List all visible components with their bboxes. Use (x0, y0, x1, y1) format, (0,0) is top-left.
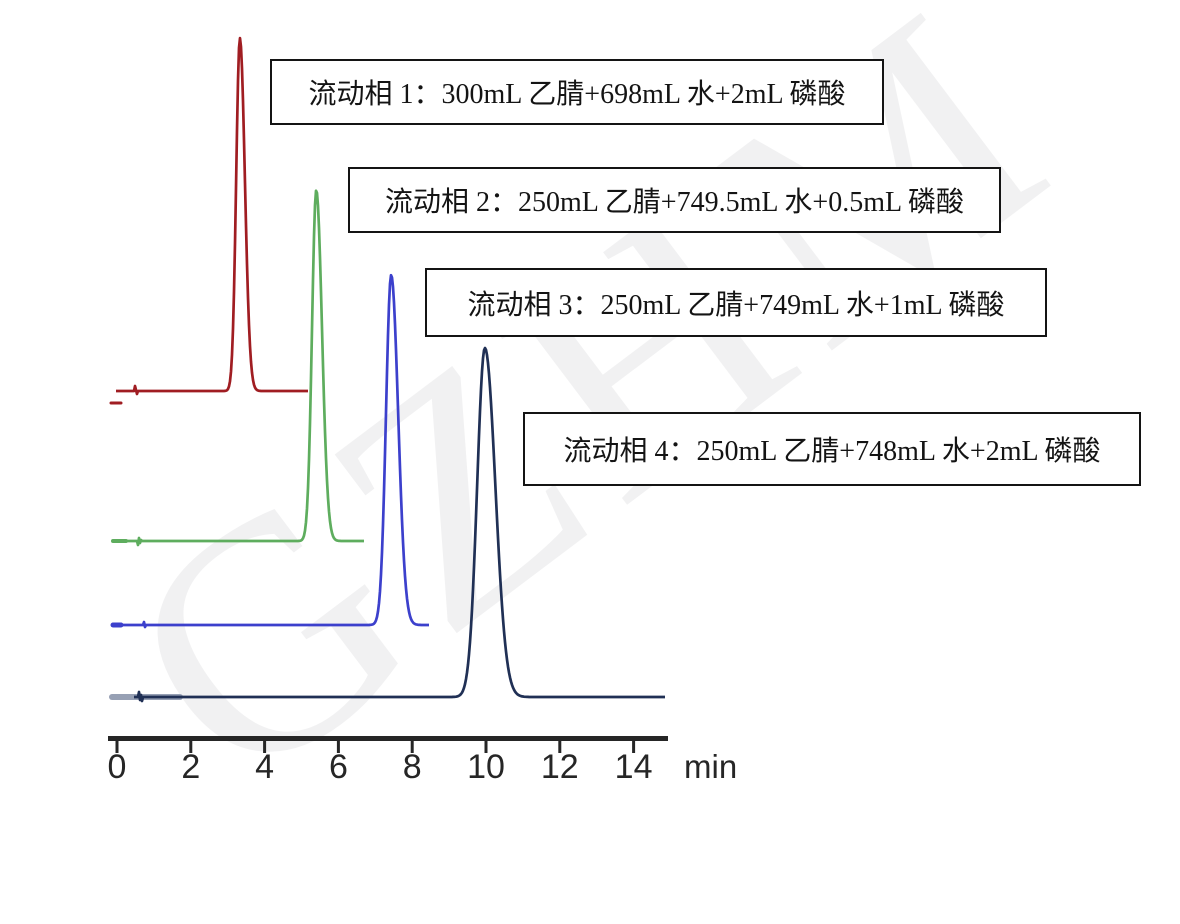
x-axis-tick-label: 14 (615, 748, 653, 786)
x-axis-tick (115, 740, 119, 753)
x-axis-tick (410, 740, 414, 753)
trace-mobile-phase-4 (133, 346, 666, 703)
x-axis-tick-label: 8 (403, 748, 422, 786)
x-axis: 0 2 4 6 8 10 12 14 min (108, 736, 737, 786)
mobile-phase-1-label: 流动相 1：300mL 乙腈+698mL 水+2mL 磷酸 (308, 79, 846, 110)
x-axis-tick-label: 4 (255, 748, 274, 786)
x-axis-tick (558, 740, 562, 753)
x-axis-tick (263, 740, 267, 753)
trace-group (109, 36, 666, 703)
mobile-phase-2-label: 流动相 2：250mL 乙腈+749.5mL 水+0.5mL 磷酸 (384, 187, 965, 218)
x-axis-tick (336, 740, 340, 753)
x-axis-line (108, 736, 668, 741)
x-axis-tick (189, 740, 193, 753)
x-axis-tick-label: 0 (108, 748, 127, 786)
x-axis-tick-label: 6 (329, 748, 348, 786)
x-axis-tick (484, 740, 488, 753)
x-axis-unit-label: min (684, 748, 737, 785)
mobile-phase-2-label-box: 流动相 2：250mL 乙腈+749.5mL 水+0.5mL 磷酸 (348, 167, 1001, 233)
trace-mobile-phase-1 (115, 36, 309, 396)
mobile-phase-1-label-box: 流动相 1：300mL 乙腈+698mL 水+2mL 磷酸 (270, 59, 884, 125)
x-axis-tick-label: 2 (181, 748, 200, 786)
x-axis-tick-label: 10 (467, 748, 505, 786)
mobile-phase-4-label: 流动相 4：250mL 乙腈+748mL 水+2mL 磷酸 (563, 436, 1101, 467)
mobile-phase-3-label-box: 流动相 3：250mL 乙腈+749mL 水+1mL 磷酸 (425, 268, 1047, 337)
x-axis-tick (632, 740, 636, 753)
x-axis-tick-label: 12 (541, 748, 579, 786)
mobile-phase-4-label-box: 流动相 4：250mL 乙腈+748mL 水+2mL 磷酸 (523, 412, 1141, 486)
mobile-phase-3-label: 流动相 3：250mL 乙腈+749mL 水+1mL 磷酸 (467, 289, 1005, 321)
trace-mobile-phase-2 (113, 189, 365, 547)
trace-mobile-phase-3 (112, 273, 430, 629)
